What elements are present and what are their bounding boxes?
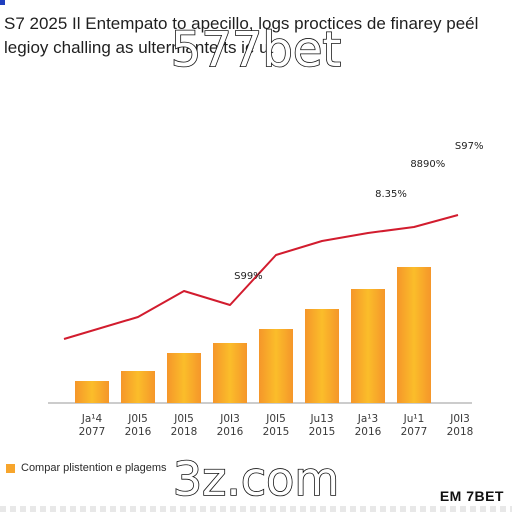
bar xyxy=(75,381,109,403)
bar xyxy=(305,309,339,403)
bar xyxy=(397,267,431,403)
x-tick-label: J0I5 xyxy=(265,413,286,425)
data-label: 8890% xyxy=(410,159,445,170)
x-tick-label: J0I5 xyxy=(173,413,194,425)
bar xyxy=(351,289,385,403)
data-label: S97% xyxy=(455,141,484,152)
x-tick-label: J0I3 xyxy=(449,413,470,425)
data-label: S99% xyxy=(234,271,263,282)
x-tick-label: J0I3 xyxy=(219,413,240,425)
x-tick-label: J0I5 xyxy=(127,413,148,425)
brand-logo: EM 7BET xyxy=(439,488,504,504)
x-tick-label: Ja¹4 xyxy=(81,413,103,425)
x-tick-label: Ja¹3 xyxy=(357,413,378,425)
legend: Compar plistention e plagems xyxy=(6,461,167,475)
data-label: 8.35% xyxy=(375,189,407,200)
x-tick-label: 2018 xyxy=(171,426,198,438)
header-accent xyxy=(0,0,5,5)
x-tick-label: 2015 xyxy=(309,426,336,438)
bar xyxy=(213,343,247,403)
x-tick-label: 2016 xyxy=(355,426,382,438)
x-tick-label: 2015 xyxy=(263,426,290,438)
legend-label: Compar plistention e plagems xyxy=(21,462,167,474)
x-tick-label: Ju13 xyxy=(309,413,333,425)
x-tick-label: 2016 xyxy=(125,426,152,438)
bar xyxy=(121,371,155,403)
x-tick-label: 2077 xyxy=(79,426,106,438)
legend-swatch xyxy=(6,463,15,473)
bar xyxy=(259,329,293,403)
x-tick-label: Ju¹1 xyxy=(403,413,425,425)
header-bar xyxy=(0,0,512,4)
footer-strip xyxy=(0,506,512,512)
x-tick-label: 2016 xyxy=(217,426,244,438)
headline: S7 2025 Il Entempato to apecillo, logs p… xyxy=(4,12,508,60)
headline-line-2: legioy challing as ultermante ts ie ut xyxy=(4,38,274,57)
x-tick-label: 2018 xyxy=(447,426,474,438)
headline-line-1: S7 2025 Il Entempato to apecillo, logs p… xyxy=(4,14,479,33)
bar-line-chart: S99%8.35%8890%S97%Ja¹42077J0I52016J0I520… xyxy=(48,141,484,438)
x-tick-label: 2077 xyxy=(401,426,428,438)
bar xyxy=(167,353,201,403)
